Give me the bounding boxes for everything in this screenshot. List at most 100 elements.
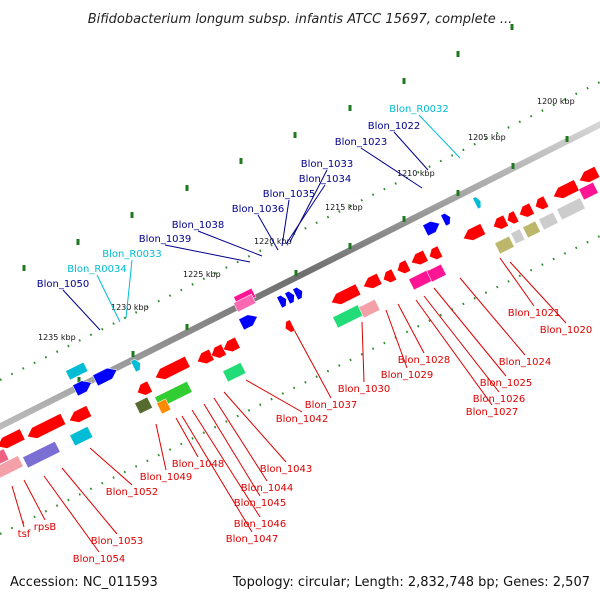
gene-arrow xyxy=(397,259,412,274)
gene-arrow xyxy=(276,295,287,309)
scale-label: 1200 kbp xyxy=(537,97,575,106)
leader-line xyxy=(509,261,567,324)
gene-arrow xyxy=(68,405,93,423)
gene-label-blon_1027: Blon_1027 xyxy=(466,407,519,418)
gene-label-blon_1024: Blon_1024 xyxy=(499,357,552,368)
gene-label-blon_1050: Blon_1050 xyxy=(37,279,90,290)
gene-arrow xyxy=(154,355,191,380)
gene-arrow xyxy=(410,249,429,266)
gene-label-blon_1045: Blon_1045 xyxy=(234,498,287,509)
leader-line xyxy=(418,114,461,159)
gene-label-blon_r0032: Blon_R0032 xyxy=(389,104,449,115)
leader-line xyxy=(459,277,526,356)
gene-label-blon_1020: Blon_1020 xyxy=(540,325,593,336)
leader-line xyxy=(125,259,133,319)
gene-label-blon_1023: Blon_1023 xyxy=(335,137,388,148)
gene-feature xyxy=(134,396,153,415)
gene-label-blon_1052: Blon_1052 xyxy=(106,487,159,498)
leader-line xyxy=(197,230,263,257)
gene-features xyxy=(0,166,600,479)
gene-label-blon_1042: Blon_1042 xyxy=(276,414,329,425)
gene-feature xyxy=(556,197,586,221)
leader-line xyxy=(245,379,303,413)
gene-arrow xyxy=(535,195,550,210)
genome-summary-text: Topology: circular; Length: 2,832,748 bp… xyxy=(232,575,590,590)
gene-label-blon_1028: Blon_1028 xyxy=(398,355,451,366)
gene-arrow xyxy=(440,213,451,227)
gene-label-blon_1039: Blon_1039 xyxy=(139,234,192,245)
gene-arrow xyxy=(222,336,241,353)
leader-line xyxy=(393,131,429,171)
leader-line xyxy=(96,274,121,323)
gene-arrow xyxy=(578,166,600,183)
leader-line xyxy=(43,475,100,553)
gene-feature xyxy=(65,361,89,381)
gene-arrow xyxy=(519,202,535,218)
gene-arrow xyxy=(493,214,509,230)
gene-arrow xyxy=(292,287,303,301)
gene-feature xyxy=(69,426,94,447)
gene-arrow xyxy=(284,291,295,305)
gene-feature xyxy=(0,448,10,465)
leader-line xyxy=(289,169,328,243)
leader-line xyxy=(397,303,425,354)
gene-label-blon_1029: Blon_1029 xyxy=(381,370,434,381)
leader-line xyxy=(223,391,287,463)
leader-line xyxy=(360,147,423,189)
leader-line xyxy=(62,289,101,331)
gene-arrow xyxy=(362,272,383,289)
scale-label: 1230 kbp xyxy=(111,303,149,312)
gene-feature xyxy=(522,220,541,239)
upper-scale-line xyxy=(0,81,600,381)
gene-label-blon_1026: Blon_1026 xyxy=(473,394,526,405)
scale-label: 1235 kbp xyxy=(38,333,76,342)
leader-line xyxy=(89,447,133,486)
gene-labels: Blon_R0032 Blon_1022 Blon_1023 Blon_1033 Blo… xyxy=(18,104,593,565)
gene-label-blon_1038: Blon_1038 xyxy=(172,220,225,231)
gene-feature xyxy=(233,293,257,313)
gene-feature xyxy=(510,228,526,245)
scale-label: 1210 kbp xyxy=(397,169,435,178)
gene-feature xyxy=(578,181,599,201)
leader-line xyxy=(11,485,25,528)
gene-label-blon_1021: Blon_1021 xyxy=(508,308,561,319)
leader-line xyxy=(61,467,118,535)
gene-label-blon_1025: Blon_1025 xyxy=(480,378,533,389)
leader-line xyxy=(181,415,253,533)
gene-arrow xyxy=(196,348,215,365)
gene-feature xyxy=(156,398,172,415)
accession-text: Accession: NC_011593 xyxy=(10,575,158,590)
gene-feature xyxy=(0,455,24,479)
leader-line xyxy=(285,184,326,245)
gene-label-tsf: tsf xyxy=(18,529,31,540)
gene-label-blon_1037: Blon_1037 xyxy=(305,400,358,411)
gene-arrow xyxy=(383,268,398,283)
scale-ticks xyxy=(22,24,569,383)
gene-label-blon_1043: Blon_1043 xyxy=(260,464,313,475)
gene-arrow xyxy=(137,380,153,396)
leader-line xyxy=(23,479,46,521)
gene-feature xyxy=(494,235,515,255)
gene-label-blon_1048: Blon_1048 xyxy=(172,459,225,470)
genome-backbone xyxy=(0,121,600,430)
gene-label-blon_1033: Blon_1033 xyxy=(301,159,354,170)
gene-feature xyxy=(332,304,364,329)
leader-line xyxy=(164,244,251,263)
gene-label-blon_1034: Blon_1034 xyxy=(299,174,352,185)
gene-arrow xyxy=(285,319,296,333)
gene-label-blon_r0033: Blon_R0033 xyxy=(102,249,162,260)
gene-arrow xyxy=(72,380,92,397)
gene-arrow xyxy=(330,283,362,305)
gene-feature xyxy=(426,263,447,283)
leader-line xyxy=(361,321,365,383)
scale-label: 1205 kbp xyxy=(468,133,506,142)
leader-line xyxy=(499,257,535,307)
leader-line xyxy=(155,423,167,471)
scale-label: 1225 kbp xyxy=(183,270,221,279)
gene-arrow xyxy=(507,210,520,225)
scale-label: 1215 kbp xyxy=(325,203,363,212)
gene-arrow xyxy=(472,196,482,210)
leader-line xyxy=(213,397,268,482)
gene-label-blon_1044: Blon_1044 xyxy=(241,483,294,494)
